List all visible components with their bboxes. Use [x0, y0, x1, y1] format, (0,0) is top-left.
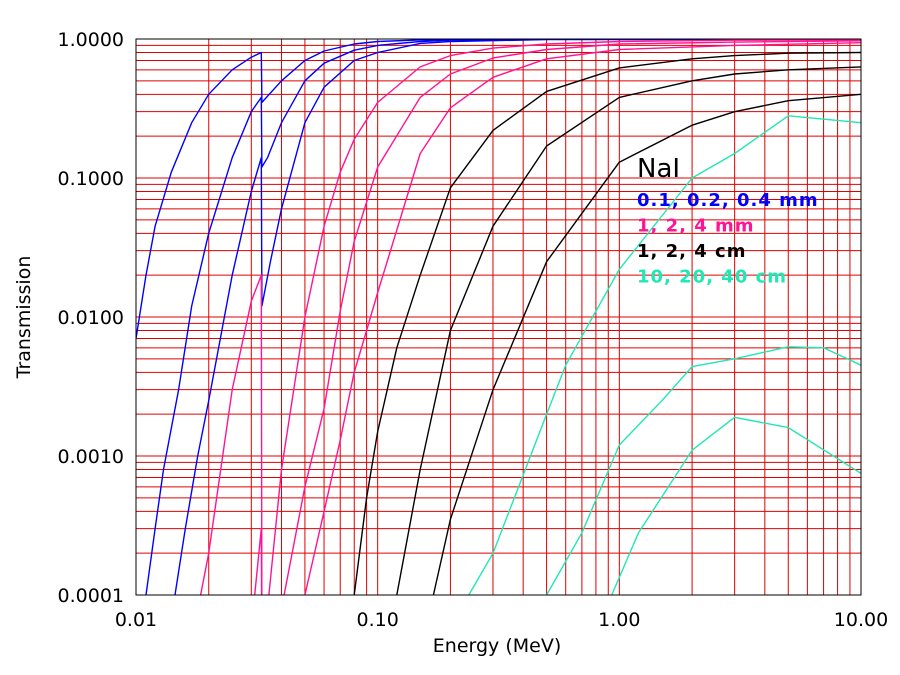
y-tick-label: 0.0100: [58, 307, 124, 329]
series-line-12: [610, 416, 861, 595]
y-tick-label: 0.0001: [58, 585, 124, 607]
x-tick-label: 1.00: [598, 609, 640, 631]
y-tick-label: 0.0010: [58, 446, 124, 468]
y-tick-label: 1.0000: [58, 29, 124, 51]
x-tick-label: 10.00: [834, 609, 888, 631]
plot-frame: [135, 38, 862, 596]
legend-entry-1: 0.1, 0.2, 0.4 mm: [637, 190, 819, 211]
legend: NaI 0.1, 0.2, 0.4 mm 1, 2, 4 mm 1, 2, 4 cm…: [637, 154, 819, 288]
x-tick-labels: 0.01 0.10 1.00 10.00: [115, 609, 888, 631]
series-line-11: [543, 346, 861, 595]
series-line-2: [145, 39, 861, 595]
legend-entry-2: 1, 2, 4 mm: [637, 216, 755, 237]
series-line-5: [253, 40, 861, 595]
legend-entry-3: 1, 2, 4 cm: [637, 241, 746, 262]
legend-entry-4: 10, 20, 40 cm: [637, 267, 787, 288]
series-group: [136, 39, 861, 595]
legend-title: NaI: [637, 154, 680, 184]
series-line-3: [174, 39, 861, 595]
y-tick-labels: 0.0001 0.0010 0.0100 0.1000 1.0000: [58, 29, 124, 607]
x-tick-label: 0.01: [115, 609, 157, 631]
x-tick-label: 0.10: [357, 609, 399, 631]
series-line-9: [432, 93, 861, 595]
series-line-10: [467, 115, 861, 595]
series-line-8: [396, 66, 861, 595]
grid: [135, 38, 861, 596]
series-line-1: [136, 39, 861, 339]
y-tick-label: 0.1000: [58, 168, 124, 190]
y-axis-title: Transmission: [13, 256, 35, 380]
x-axis-title: Energy (MeV): [433, 635, 561, 657]
series-line-6: [304, 42, 861, 595]
series-line-4: [199, 39, 861, 595]
series-line-7: [353, 51, 861, 595]
